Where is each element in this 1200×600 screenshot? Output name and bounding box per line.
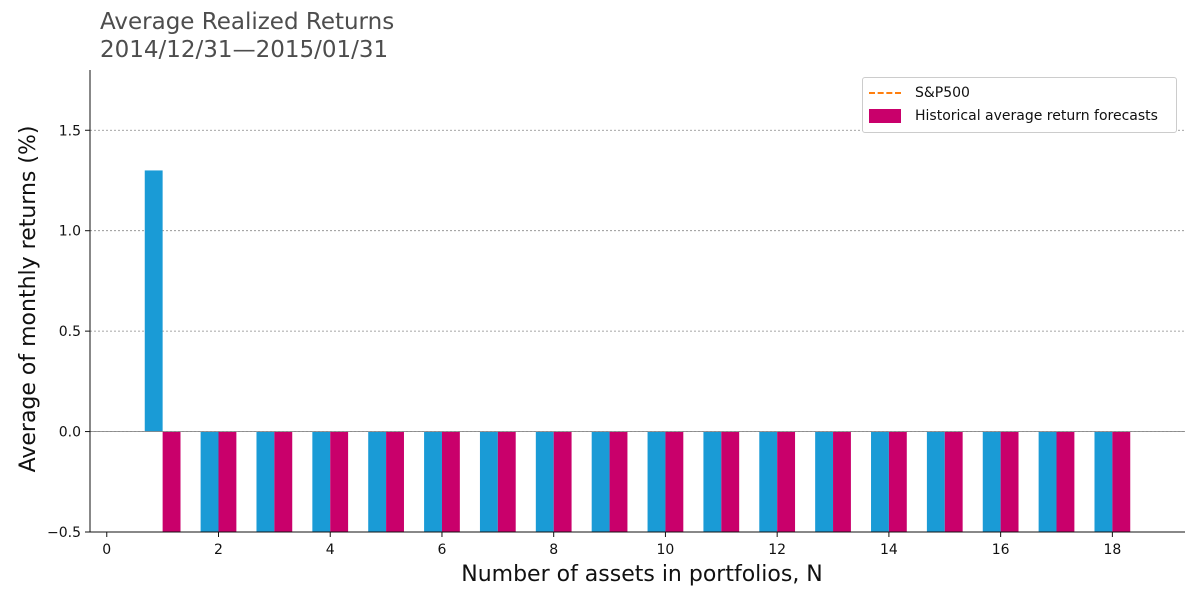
chart-subtitle: 2014/12/31—2015/01/31 xyxy=(100,37,389,63)
bar xyxy=(944,431,963,532)
x-tick-label: 6 xyxy=(438,542,447,558)
legend: S&P500 Historical average return forecas… xyxy=(862,77,1177,133)
bar xyxy=(888,431,907,532)
bar xyxy=(1000,431,1019,532)
bar xyxy=(815,431,834,532)
bar xyxy=(553,431,572,532)
bar xyxy=(441,431,460,532)
bar xyxy=(1094,431,1113,532)
bar xyxy=(721,431,740,532)
bar xyxy=(312,431,331,532)
y-tick-label: 0.5 xyxy=(59,324,81,340)
bars xyxy=(144,170,1131,532)
y-tick-label: 1.0 xyxy=(59,224,81,240)
bar xyxy=(1038,431,1057,532)
bar xyxy=(871,431,889,532)
bar xyxy=(535,431,554,532)
legend-label: S&P500 xyxy=(915,85,970,101)
x-tick-label: 14 xyxy=(880,542,898,558)
bar xyxy=(497,431,516,532)
bar xyxy=(759,431,778,532)
ticks: −0.5 0.0 0.5 1.0 1.5 0 2 4 6 8 10 12 14 16 18 xyxy=(47,123,1121,558)
bar-swatch-icon xyxy=(869,109,901,123)
bar xyxy=(591,431,610,532)
chart-title-block: Average Realized Returns 2014/12/31—2015… xyxy=(100,8,394,64)
legend-item-sp500: S&P500 xyxy=(869,83,970,103)
x-tick-label: 12 xyxy=(768,542,786,558)
x-axis-label: Number of assets in portfolios, N xyxy=(461,562,823,587)
bar xyxy=(1056,431,1075,532)
bar xyxy=(330,431,349,532)
legend-label: Historical average return forecasts xyxy=(915,108,1158,124)
bar xyxy=(647,431,666,532)
legend-item-forecasts: Historical average return forecasts xyxy=(869,106,1158,126)
bar xyxy=(833,431,851,532)
bar xyxy=(162,431,181,532)
bar xyxy=(1112,431,1131,532)
bar xyxy=(665,431,684,532)
bar xyxy=(368,431,387,532)
dashed-line-icon xyxy=(869,86,901,100)
y-tick-label: 1.5 xyxy=(59,123,81,139)
x-tick-label: 0 xyxy=(102,542,111,558)
x-tick-label: 2 xyxy=(214,542,223,558)
x-tick-label: 8 xyxy=(549,542,558,558)
x-tick-label: 10 xyxy=(657,542,675,558)
y-axis-label: Average of monthly returns (%) xyxy=(16,126,41,473)
bar xyxy=(386,431,404,532)
x-tick-label: 16 xyxy=(992,542,1010,558)
bar xyxy=(200,431,219,532)
x-tick-label: 4 xyxy=(326,542,335,558)
y-tick-label: −0.5 xyxy=(47,525,81,541)
bar xyxy=(144,170,163,432)
axes xyxy=(89,70,1185,533)
bar xyxy=(703,431,722,532)
gridlines xyxy=(90,129,1185,432)
bar xyxy=(982,431,1001,532)
bar xyxy=(777,431,796,532)
bar xyxy=(926,431,945,532)
bar xyxy=(218,431,237,532)
y-tick-label: 0.0 xyxy=(59,425,81,441)
bar xyxy=(424,431,442,532)
chart-title: Average Realized Returns xyxy=(100,9,395,35)
bar xyxy=(479,431,498,532)
bar xyxy=(274,431,293,532)
bar xyxy=(609,431,628,532)
bar xyxy=(256,431,275,532)
x-tick-label: 18 xyxy=(1103,542,1121,558)
